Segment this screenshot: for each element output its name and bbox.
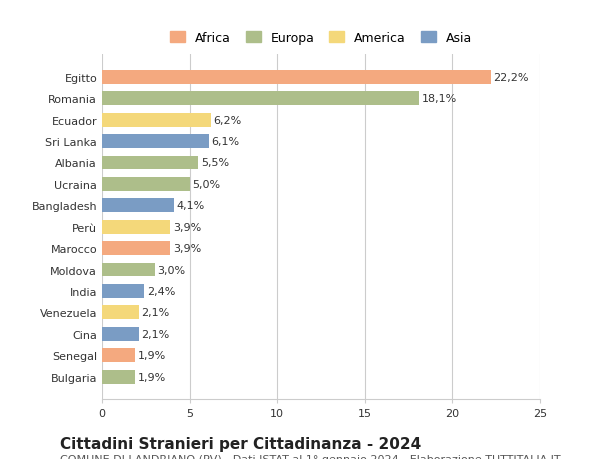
Text: 3,0%: 3,0% bbox=[157, 265, 185, 275]
Text: 3,9%: 3,9% bbox=[173, 222, 201, 232]
Bar bbox=[102, 241, 170, 256]
Bar bbox=[102, 348, 135, 362]
Bar bbox=[102, 178, 190, 191]
Text: 6,2%: 6,2% bbox=[213, 115, 242, 125]
Text: 4,1%: 4,1% bbox=[176, 201, 205, 211]
Bar bbox=[102, 199, 174, 213]
Text: 3,9%: 3,9% bbox=[173, 244, 201, 253]
Text: COMUNE DI LANDRIANO (PV) - Dati ISTAT al 1° gennaio 2024 - Elaborazione TUTTITAL: COMUNE DI LANDRIANO (PV) - Dati ISTAT al… bbox=[60, 454, 560, 459]
Bar bbox=[102, 327, 139, 341]
Legend: Africa, Europa, America, Asia: Africa, Europa, America, Asia bbox=[164, 27, 478, 50]
Bar bbox=[102, 220, 170, 234]
Text: Cittadini Stranieri per Cittadinanza - 2024: Cittadini Stranieri per Cittadinanza - 2… bbox=[60, 436, 421, 451]
Text: 22,2%: 22,2% bbox=[494, 73, 529, 83]
Text: 2,1%: 2,1% bbox=[142, 329, 170, 339]
Bar bbox=[102, 92, 419, 106]
Bar bbox=[102, 135, 209, 149]
Text: 1,9%: 1,9% bbox=[138, 350, 166, 360]
Bar bbox=[102, 263, 155, 277]
Text: 5,5%: 5,5% bbox=[201, 158, 229, 168]
Text: 2,1%: 2,1% bbox=[142, 308, 170, 318]
Bar bbox=[102, 284, 144, 298]
Bar bbox=[102, 113, 211, 127]
Bar bbox=[102, 370, 135, 384]
Bar bbox=[102, 156, 199, 170]
Bar bbox=[102, 306, 139, 319]
Bar bbox=[102, 71, 491, 84]
Text: 2,4%: 2,4% bbox=[146, 286, 175, 296]
Text: 1,9%: 1,9% bbox=[138, 372, 166, 382]
Text: 5,0%: 5,0% bbox=[192, 179, 220, 190]
Text: 18,1%: 18,1% bbox=[422, 94, 457, 104]
Text: 6,1%: 6,1% bbox=[212, 137, 239, 147]
